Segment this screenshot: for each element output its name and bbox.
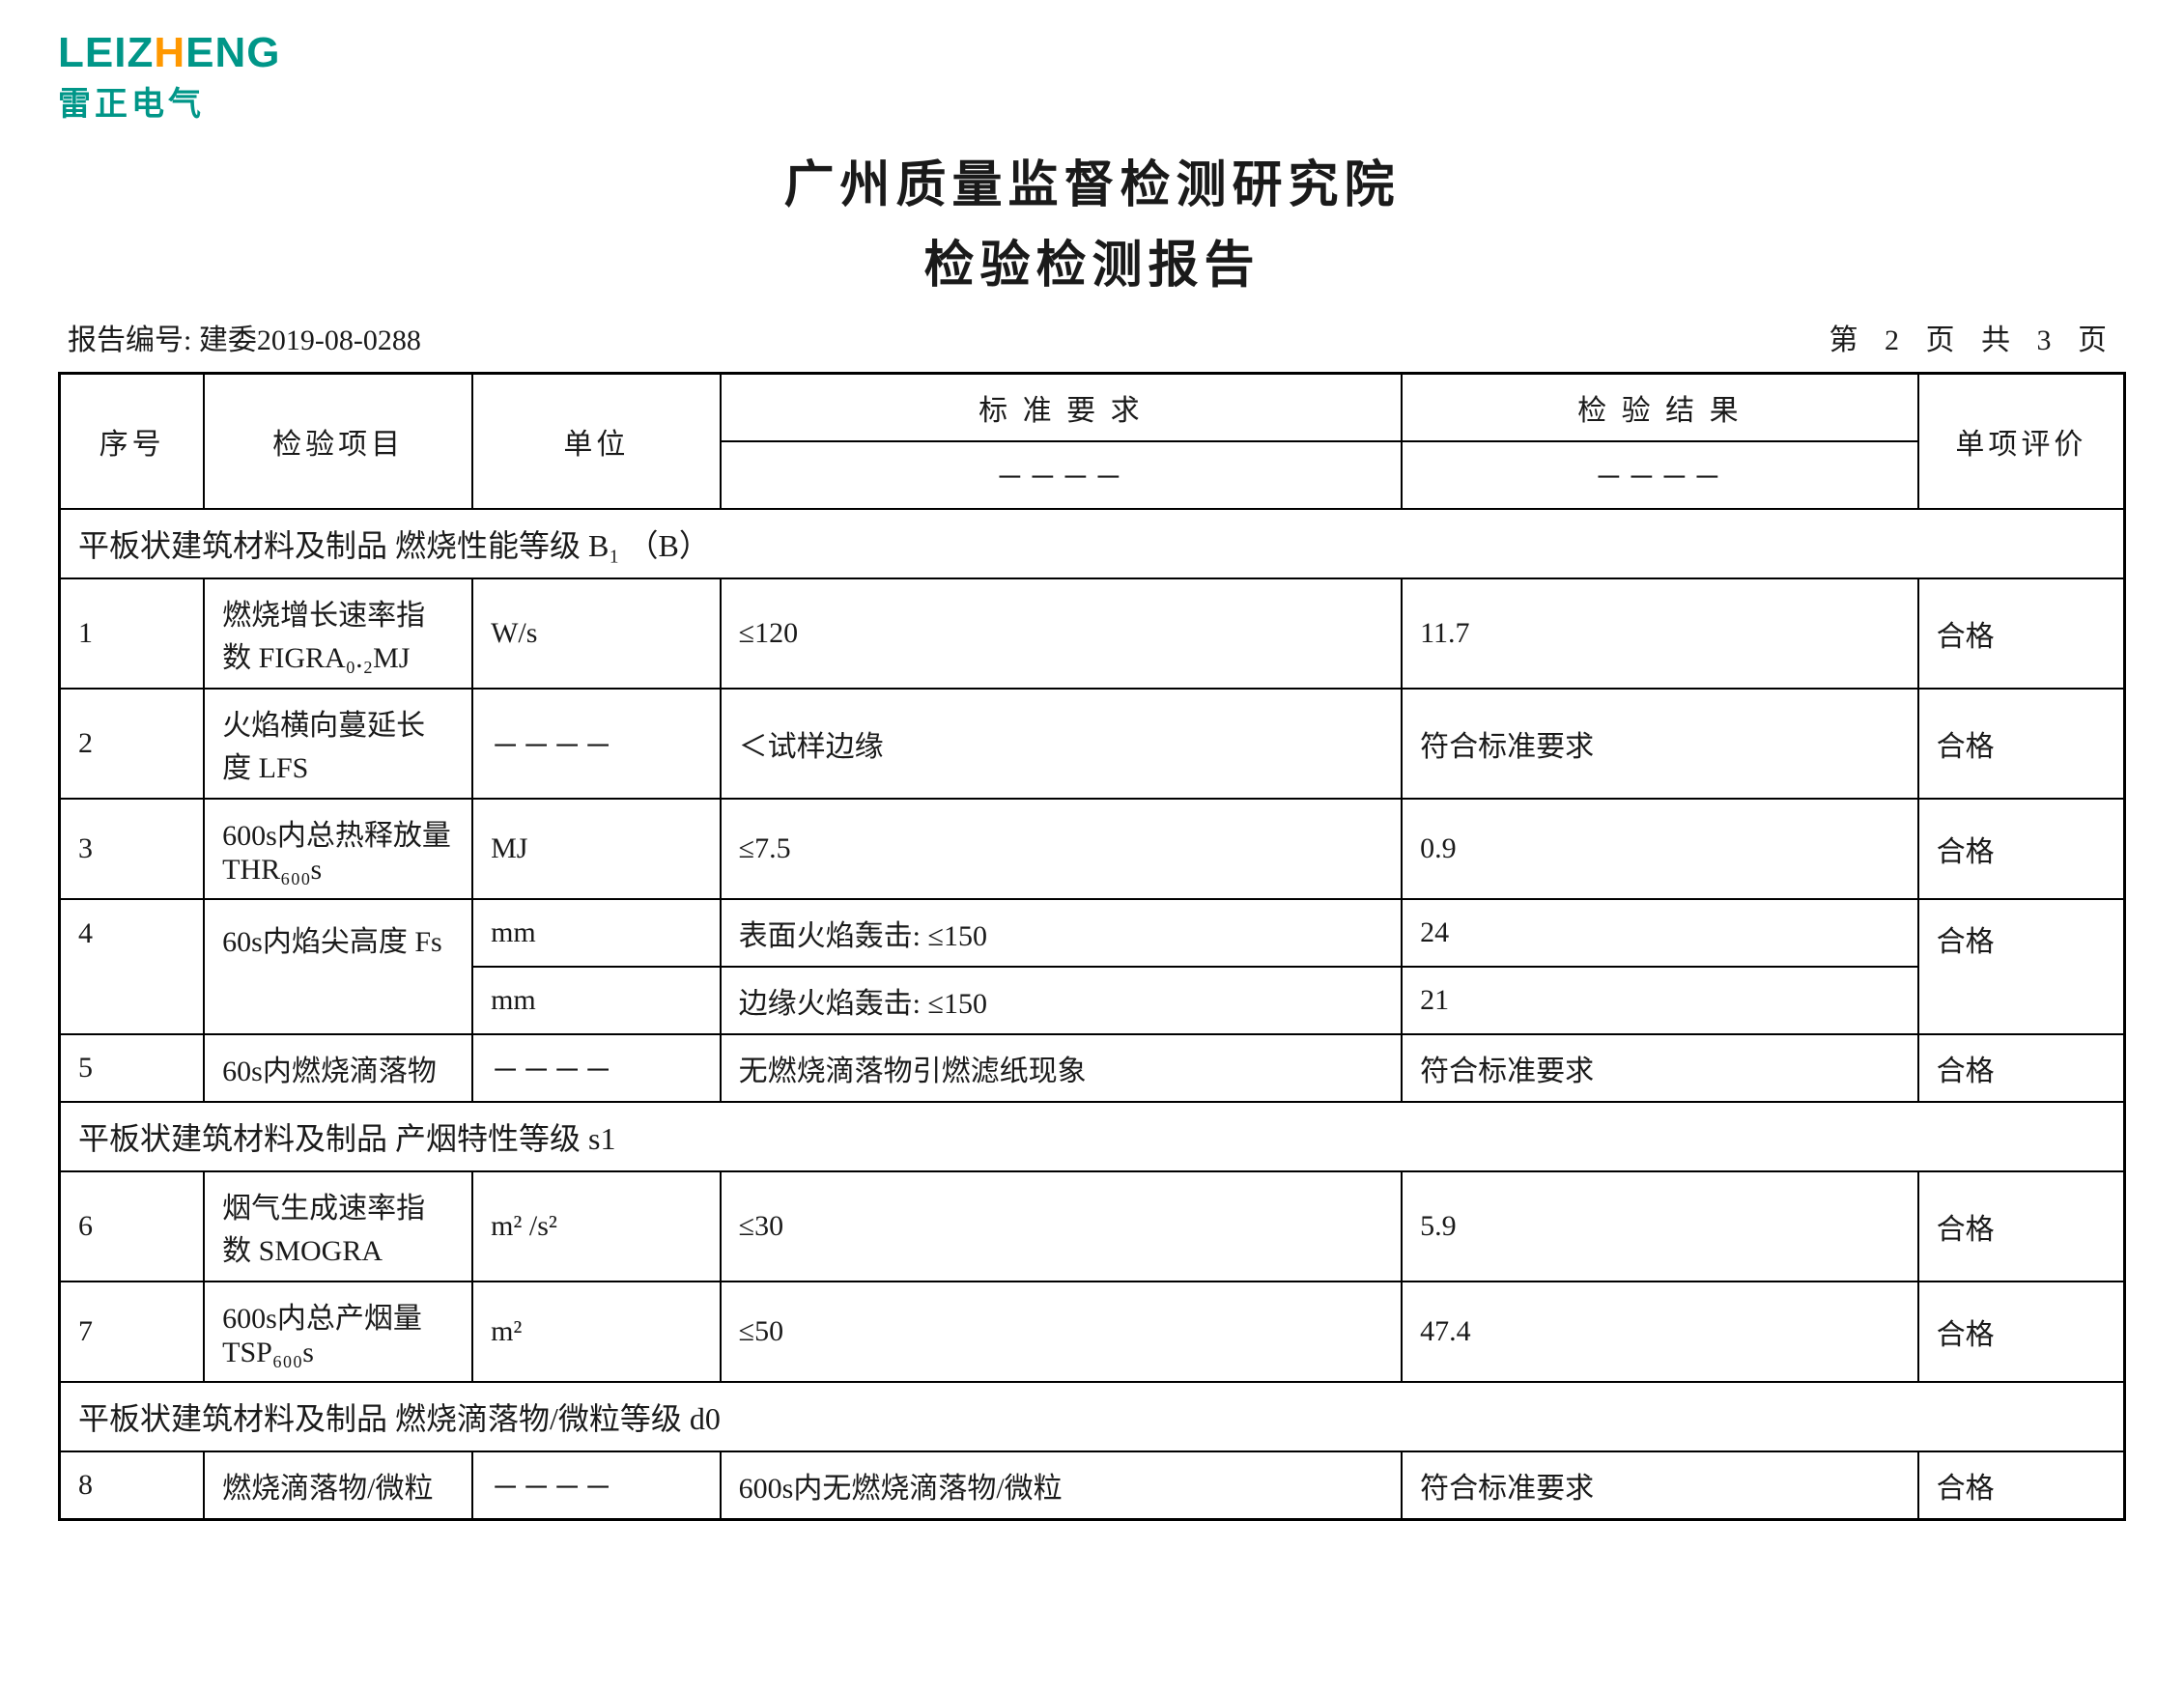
logo-en-pre: LEIZ	[58, 29, 154, 76]
row2-eval: 合格	[1918, 689, 2125, 799]
row4-req-b: 边缘火焰轰击: ≤150	[721, 967, 1403, 1034]
company-logo: LEIZHENG 雷正电气	[58, 29, 2126, 125]
row5-req: 无燃烧滴落物引燃滤纸现象	[721, 1034, 1403, 1102]
row2-result: 符合标准要求	[1402, 689, 1918, 799]
row6-item: 烟气生成速率指数 SMOGRA	[204, 1171, 472, 1282]
row7-req: ≤50	[721, 1282, 1403, 1382]
row7-unit: m²	[472, 1282, 721, 1382]
document-title: 广州质量监督检测研究院 检验检测报告	[58, 144, 2126, 296]
section-1-text: 平板状建筑材料及制品 燃烧性能等级 B₁ （B）	[60, 509, 2125, 578]
row4-item: 60s内焰尖高度 Fs	[204, 899, 472, 1034]
inspection-table: 序号 检验项目 单位 标 准 要 求 检 验 结 果 单项评价 －－－－ －－－…	[58, 372, 2126, 1521]
row7-item: 600s内总产烟量 TSP₆₀₀s	[204, 1282, 472, 1382]
table-row: 5 60s内燃烧滴落物 －－－－ 无燃烧滴落物引燃滤纸现象 符合标准要求 合格	[60, 1034, 2125, 1102]
page-mid: 页 共	[1926, 324, 2021, 356]
page-current: 2	[1885, 324, 1909, 356]
logo-english: LEIZHENG	[58, 29, 2126, 77]
page-total: 3	[2037, 324, 2061, 356]
header-requirement: 标 准 要 求	[721, 374, 1403, 442]
header-result: 检 验 结 果	[1402, 374, 1918, 442]
table-row: 8 燃烧滴落物/微粒 －－－－ 600s内无燃烧滴落物/微粒 符合标准要求 合格	[60, 1451, 2125, 1520]
row8-eval: 合格	[1918, 1451, 2125, 1520]
row8-req: 600s内无燃烧滴落物/微粒	[721, 1451, 1403, 1520]
institute-name: 广州质量监督检测研究院	[58, 144, 2126, 216]
report-no-label: 报告编号:	[68, 324, 191, 356]
page-prefix: 第	[1829, 324, 1868, 356]
row5-unit: －－－－	[472, 1034, 721, 1102]
page-suffix: 页	[2078, 324, 2116, 356]
header-unit: 单位	[472, 374, 721, 510]
row5-item: 60s内燃烧滴落物	[204, 1034, 472, 1102]
header-no: 序号	[60, 374, 205, 510]
row6-req: ≤30	[721, 1171, 1403, 1282]
header-sub-req: －－－－	[721, 441, 1403, 509]
table-row: 1 燃烧增长速率指数 FIGRA₀.₂MJ W/s ≤120 11.7 合格	[60, 578, 2125, 689]
row3-req: ≤7.5	[721, 799, 1403, 899]
row4-result-a: 24	[1402, 899, 1918, 967]
row1-req: ≤120	[721, 578, 1403, 689]
header-sub-result: －－－－	[1402, 441, 1918, 509]
table-row: 3 600s内总热释放量 THR₆₀₀s MJ ≤7.5 0.9 合格	[60, 799, 2125, 899]
row3-result: 0.9	[1402, 799, 1918, 899]
row4-unit-a: mm	[472, 899, 721, 967]
report-type: 检验检测报告	[58, 224, 2126, 296]
row4-eval: 合格	[1918, 899, 2125, 1034]
row7-no: 7	[60, 1282, 205, 1382]
row5-result: 符合标准要求	[1402, 1034, 1918, 1102]
table-row: 2 火焰横向蔓延长度 LFS －－－－ ＜试样边缘 符合标准要求 合格	[60, 689, 2125, 799]
row1-item: 燃烧增长速率指数 FIGRA₀.₂MJ	[204, 578, 472, 689]
row8-unit: －－－－	[472, 1451, 721, 1520]
logo-en-post: ENG	[185, 29, 280, 76]
page-info: 第 2 页 共 3 页	[1829, 316, 2117, 358]
header-item: 检验项目	[204, 374, 472, 510]
row3-unit: MJ	[472, 799, 721, 899]
row6-no: 6	[60, 1171, 205, 1282]
row7-result: 47.4	[1402, 1282, 1918, 1382]
row5-no: 5	[60, 1034, 205, 1102]
row8-no: 8	[60, 1451, 205, 1520]
section-3-text: 平板状建筑材料及制品 燃烧滴落物/微粒等级 d0	[60, 1382, 2125, 1451]
logo-chinese: 雷正电气	[58, 77, 2126, 125]
row6-unit: m² /s²	[472, 1171, 721, 1282]
row8-result: 符合标准要求	[1402, 1451, 1918, 1520]
table-row: 7 600s内总产烟量 TSP₆₀₀s m² ≤50 47.4 合格	[60, 1282, 2125, 1382]
row5-eval: 合格	[1918, 1034, 2125, 1102]
row7-eval: 合格	[1918, 1282, 2125, 1382]
header-evaluation: 单项评价	[1918, 374, 2125, 510]
row3-item: 600s内总热释放量 THR₆₀₀s	[204, 799, 472, 899]
header-row-1: 序号 检验项目 单位 标 准 要 求 检 验 结 果 单项评价	[60, 374, 2125, 442]
section-1-heading: 平板状建筑材料及制品 燃烧性能等级 B₁ （B）	[60, 509, 2125, 578]
row4-unit-b: mm	[472, 967, 721, 1034]
row2-item: 火焰横向蔓延长度 LFS	[204, 689, 472, 799]
row8-item: 燃烧滴落物/微粒	[204, 1451, 472, 1520]
row3-eval: 合格	[1918, 799, 2125, 899]
table-row: 4 60s内焰尖高度 Fs mm 表面火焰轰击: ≤150 24 合格	[60, 899, 2125, 967]
row1-no: 1	[60, 578, 205, 689]
row2-req: ＜试样边缘	[721, 689, 1403, 799]
row6-result: 5.9	[1402, 1171, 1918, 1282]
row4-result-b: 21	[1402, 967, 1918, 1034]
row2-unit: －－－－	[472, 689, 721, 799]
report-no-value: 建委2019-08-0288	[199, 324, 421, 356]
logo-en-accent: H	[154, 29, 185, 76]
row2-no: 2	[60, 689, 205, 799]
report-number: 报告编号: 建委2019-08-0288	[68, 316, 421, 358]
section-2-text: 平板状建筑材料及制品 产烟特性等级 s1	[60, 1102, 2125, 1171]
row6-eval: 合格	[1918, 1171, 2125, 1282]
section-3-heading: 平板状建筑材料及制品 燃烧滴落物/微粒等级 d0	[60, 1382, 2125, 1451]
row3-no: 3	[60, 799, 205, 899]
meta-row: 报告编号: 建委2019-08-0288 第 2 页 共 3 页	[58, 316, 2126, 358]
row4-req-a: 表面火焰轰击: ≤150	[721, 899, 1403, 967]
section-2-heading: 平板状建筑材料及制品 产烟特性等级 s1	[60, 1102, 2125, 1171]
row1-eval: 合格	[1918, 578, 2125, 689]
row1-unit: W/s	[472, 578, 721, 689]
row4-no: 4	[60, 899, 205, 1034]
table-row: 6 烟气生成速率指数 SMOGRA m² /s² ≤30 5.9 合格	[60, 1171, 2125, 1282]
row1-result: 11.7	[1402, 578, 1918, 689]
